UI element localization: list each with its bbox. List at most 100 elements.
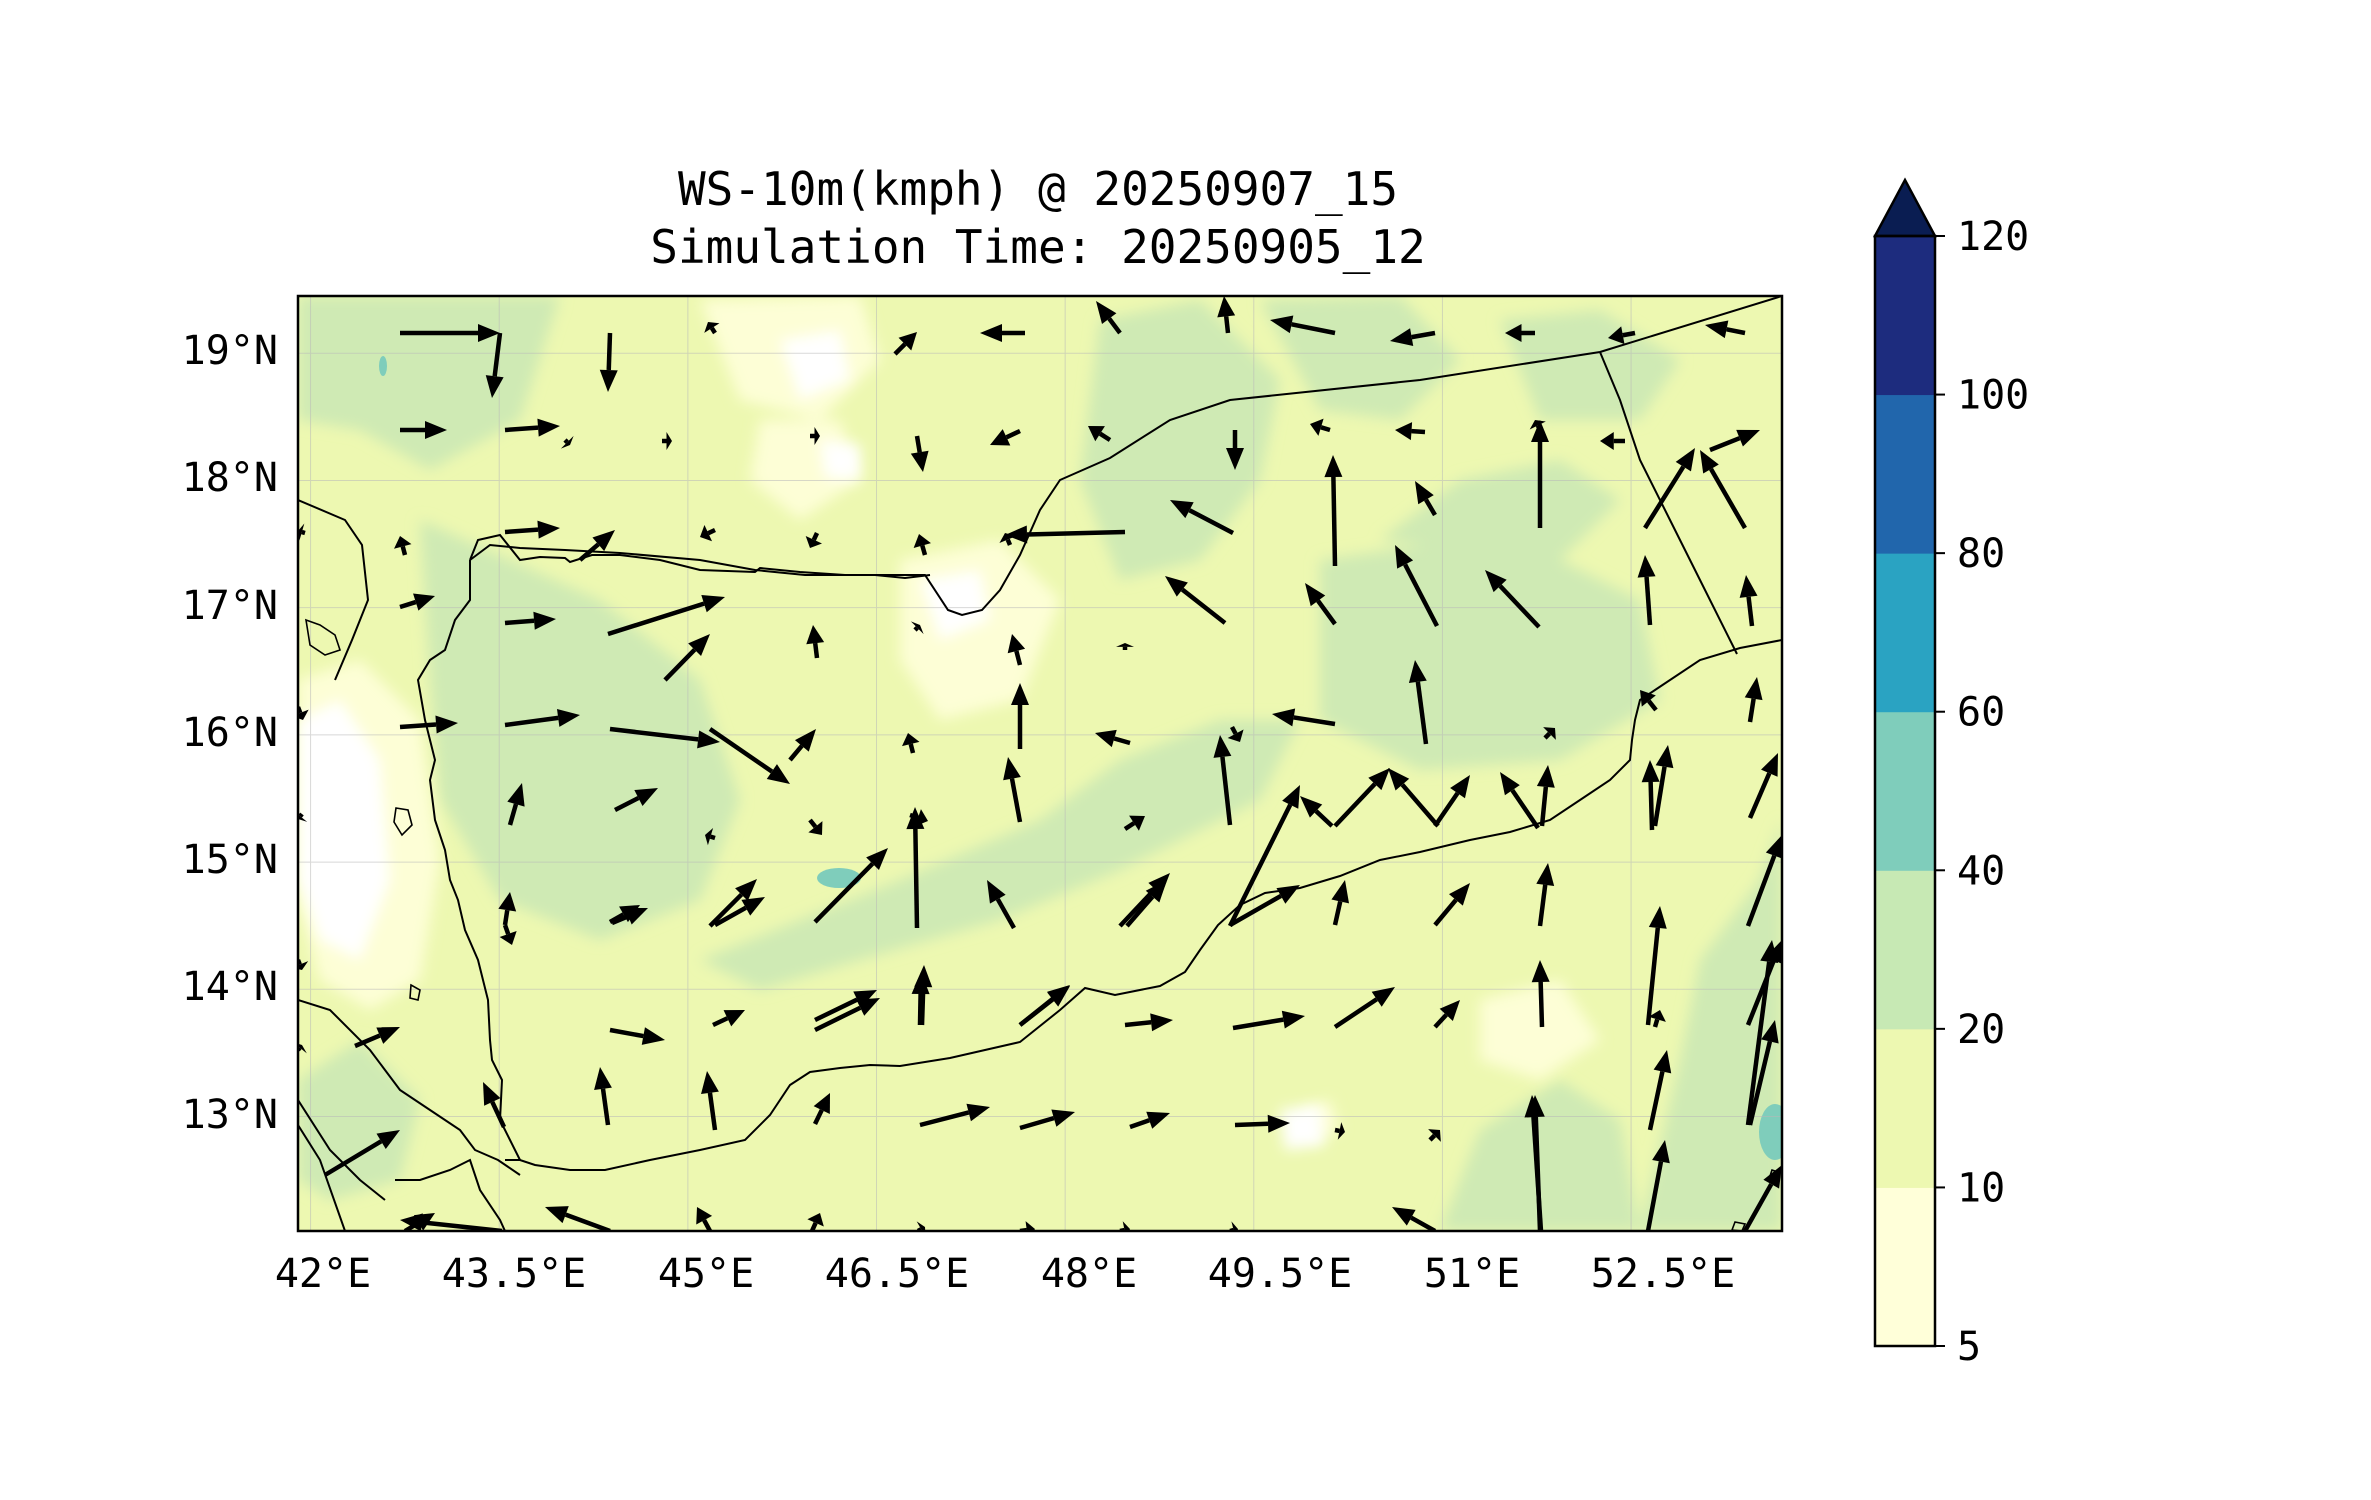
wind-vector-arrow [1647,1050,1672,1131]
wind-vector-arrow [1744,677,1763,723]
lat-tick-label: 18°N [182,455,278,501]
latitude-axis: 19°N 18°N 17°N 16°N 15°N 14°N 13°N [182,328,278,1138]
wind-vector-arrow [1433,775,1470,828]
islands [304,618,1780,1231]
wind-vector-arrow [1747,753,1778,819]
wind-vector-arrow [696,1207,713,1231]
wind-vector-arrow [1536,765,1555,827]
yemen-gulf-of-aden-coast [505,639,1782,1171]
wind-vector-arrow [910,621,924,635]
wind-vector-arrow [1272,708,1336,727]
wind-vector-arrow [1213,735,1233,826]
wind-vector-arrow [1395,422,1426,441]
wind-vector-arrow [609,726,720,749]
wind-vector-arrow [1096,301,1122,335]
wind-vector-arrow [399,715,458,734]
wind-vector-arrow [1165,576,1227,625]
wind-vector-arrow [323,1130,400,1177]
wind-vector-arrow [504,520,560,539]
wind-vector-arrow [560,435,574,449]
wind-vector-arrow [1600,432,1625,450]
wind-vector-arrow [1408,660,1429,745]
wind-vectors [298,296,1782,1231]
lat-tick-label: 16°N [182,710,278,756]
wind-vector-arrow [1116,643,1134,650]
wind-vector-arrow [1524,1095,1544,1231]
wind-vector-arrow [545,1206,611,1231]
colorbar-segment [1875,1028,1935,1188]
wind-vector-arrow [1705,320,1746,339]
wind-vector-arrow [1652,745,1674,827]
wind-vector-arrow [1428,1129,1441,1142]
lat-tick-label: 19°N [182,328,278,374]
wind-vector-arrow [1485,570,1541,629]
wind-vector-arrow [507,783,525,826]
wind-vector-arrow [712,1010,745,1028]
wind-vector-arrow [705,828,716,846]
map-frame [296,294,1784,1233]
wind-vector-arrow [1415,481,1437,517]
wind-vector-arrow [808,818,823,835]
wind-vector-arrow [400,421,447,439]
colorbar-tick-label: 80 [1957,531,2005,577]
wind-vector-arrow [980,324,1025,342]
wind-vector-arrow [1270,315,1336,336]
yemen-oman-border [1599,351,1738,655]
lon-tick-label: 51°E [1424,1251,1520,1297]
wind-vector-arrow [1739,575,1758,627]
colorbar-segment [1875,1187,1935,1347]
wind-vector-arrow [1637,555,1656,626]
wind-speed-band-20-40 [298,296,1782,1231]
colorbar-tick-label: 120 [1957,214,2029,260]
wind-vector-arrow [1234,1114,1290,1133]
wind-vector-arrow [1217,296,1236,334]
lon-tick-label: 49.5°E [1208,1251,1353,1297]
wind-vector-arrow [499,924,517,945]
colorbar-segment [1875,394,1935,554]
eritrea-ethiopia-border [298,1124,346,1231]
wind-vector-arrow [1645,906,1667,1026]
wind-vector-arrow [663,634,710,682]
wind-speed-band-40-60 [379,356,1782,1160]
wind-vector-arrow [504,418,560,437]
map-title-line-1: WS-10m(kmph) @ 20250907_15 [677,162,1399,216]
wind-vector-arrow [1392,1207,1437,1231]
yemen-red-sea-coast [416,560,521,1161]
wind-vector-arrow [662,432,672,450]
colorbar-segment [1875,870,1935,1030]
wind-vector-arrow [708,879,757,928]
wind-vector-arrow [1500,772,1540,830]
wind-vector-arrow [298,812,308,822]
wind-vector-arrow [910,435,929,472]
lat-tick-label: 13°N [182,1092,278,1138]
wind-vector-arrow [701,1071,719,1131]
wind-vector-arrow [1747,1020,1779,1126]
wind-vector-arrow [485,332,504,398]
wind-vector-arrow [1608,326,1636,345]
wind-vector-arrow [504,611,556,630]
wind-vector-arrow [1305,583,1337,626]
wind-vector-arrow [1333,987,1395,1029]
wind-vector-arrow [400,324,500,342]
coastline-and-borders [298,296,1782,1231]
wind-vector-arrow [594,1067,612,1126]
colorbar-tick-label: 60 [1957,690,2005,736]
wind-vector-arrow [1536,863,1555,927]
wind-vector-arrow [906,807,925,929]
wind-vector-arrow [298,523,306,541]
wind-vector-arrow [813,848,888,924]
wind-vector-arrow [812,1093,830,1125]
wind-vector-arrow [1095,729,1131,748]
colorbar-segments [1875,236,1935,1347]
colorbar-frame [1873,234,1937,1348]
wind-vector-arrow [806,625,825,659]
wind-vector-arrow [893,332,917,356]
wind-vector-arrow [1745,835,1782,927]
wind-vector-arrow [1700,450,1747,530]
wind-vector-arrow [1011,683,1029,749]
wind-vector-arrow [578,530,615,562]
wind-vector-arrow [919,1103,990,1128]
wind-vector-arrow [1124,1013,1173,1032]
colorbar-segment [1875,236,1935,396]
colorbar-tick-label: 20 [1957,1007,2005,1053]
